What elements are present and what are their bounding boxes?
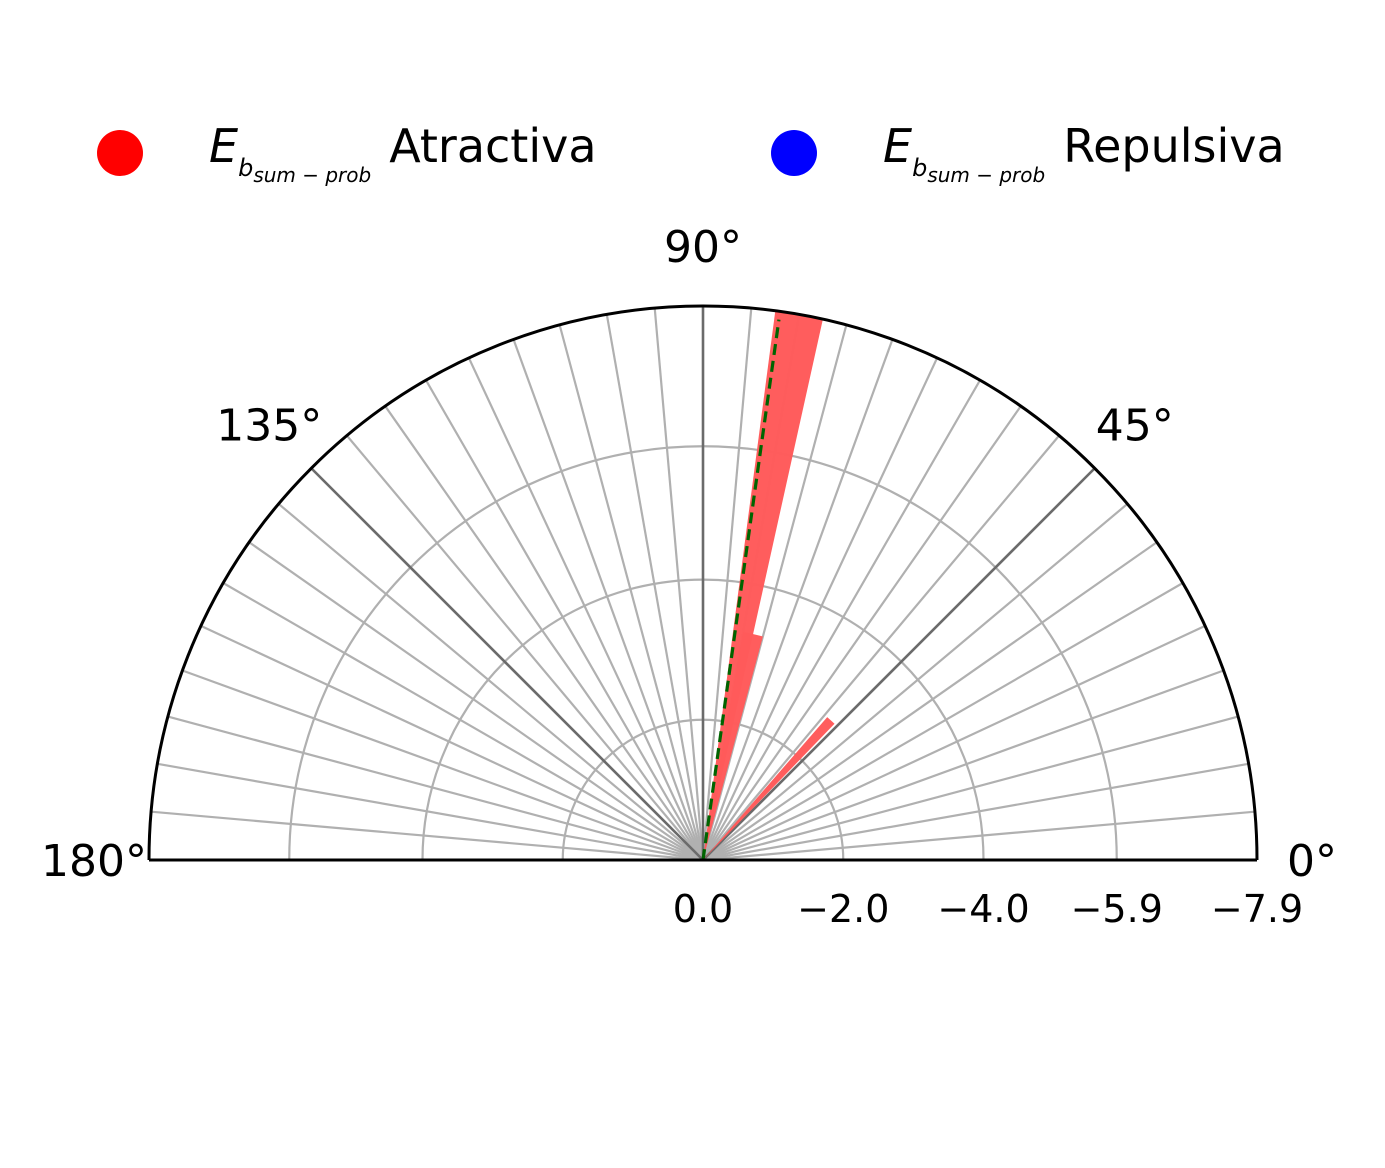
angular-gridlines xyxy=(151,308,1255,862)
radial-tick-label: 0.0 xyxy=(673,887,733,931)
bar-wedge xyxy=(703,632,763,860)
angular-gridline xyxy=(702,503,1129,861)
angular-gridline xyxy=(167,715,704,862)
legend-marker-red xyxy=(97,130,143,176)
bars-group xyxy=(703,310,835,861)
theta-tick-label: 135° xyxy=(216,400,322,451)
angular-gridline xyxy=(425,379,704,861)
radial-tick-label: −4.0 xyxy=(937,887,1029,931)
theta-tick-label: 90° xyxy=(664,222,742,273)
angular-gridline xyxy=(702,541,1158,861)
angular-gridline xyxy=(702,669,1224,862)
legend-label: Ebsum − probAtractiva xyxy=(209,119,597,187)
angular-gridline xyxy=(702,379,981,861)
angular-gridline xyxy=(605,314,705,861)
angular-gridline xyxy=(702,434,1060,861)
angular-gridline xyxy=(157,762,704,862)
angular-gridline xyxy=(182,669,704,862)
reference-line-group xyxy=(701,319,781,861)
major-gridline xyxy=(310,467,704,861)
polar-frame xyxy=(147,304,1259,862)
outer-arc xyxy=(147,304,1259,861)
radial-tick-label: −7.9 xyxy=(1211,887,1303,931)
legend-marker-blue xyxy=(771,130,817,176)
angular-gridline xyxy=(701,324,848,861)
major-angular-gridlines xyxy=(310,306,1096,861)
angular-gridline xyxy=(702,762,1249,862)
angular-gridline xyxy=(248,541,704,861)
radial-tick-label: −2.0 xyxy=(797,887,889,931)
angular-gridline xyxy=(702,624,1206,861)
reference-line xyxy=(701,319,781,861)
theta-tick-label: 180° xyxy=(41,836,147,887)
angular-gridline xyxy=(151,810,704,862)
angular-gridline xyxy=(277,503,704,861)
radial-tick-labels: 0.0 −2.0 −4.0 −5.9 −7.9 xyxy=(673,887,1303,931)
legend-item-repulsiva: Ebsum − probRepulsiva xyxy=(771,118,1285,188)
angular-gridline xyxy=(467,357,704,861)
angular-gridline xyxy=(200,624,704,861)
angular-gridline xyxy=(653,308,705,861)
theta-tick-label: 45° xyxy=(1096,400,1174,451)
angular-gridline xyxy=(701,339,894,861)
angular-gridline xyxy=(702,715,1239,862)
major-gridline xyxy=(702,467,1096,861)
angular-gridline xyxy=(384,405,704,861)
angular-gridline xyxy=(702,582,1184,861)
angular-gridline xyxy=(701,308,753,861)
angular-gridline xyxy=(702,405,1022,861)
angular-gridline xyxy=(702,357,939,861)
bar-wedge xyxy=(703,717,835,860)
theta-tick-labels: 0° 45° 90° 135° 180° xyxy=(41,222,1337,887)
theta-tick-label: 0° xyxy=(1287,836,1337,887)
angular-gridline xyxy=(346,434,704,861)
angular-gridline xyxy=(512,339,705,861)
radial-tick-label: −5.9 xyxy=(1071,887,1163,931)
angular-gridline xyxy=(222,582,704,861)
legend-label: Ebsum − probRepulsiva xyxy=(883,119,1285,187)
angular-gridline xyxy=(702,810,1255,862)
angular-gridline xyxy=(558,324,705,861)
legend-item-atractiva: Ebsum − probAtractiva xyxy=(97,118,597,188)
